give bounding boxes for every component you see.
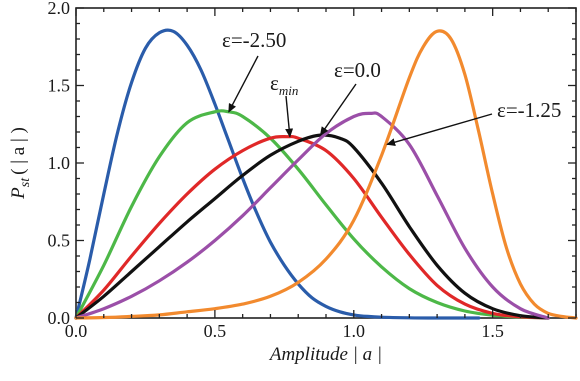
annotation-arrow-0 <box>228 55 259 113</box>
series-line-5 <box>74 29 578 320</box>
y-axis-title-main: P <box>8 187 29 200</box>
series-line-3 <box>74 133 550 320</box>
series-line-1 <box>74 109 550 320</box>
y-tick-label-1: 0.5 <box>48 231 71 251</box>
x-axis-title: Amplitude | a | <box>268 344 382 365</box>
y-tick-label-3: 1.5 <box>48 76 71 96</box>
ticks-layer <box>75 7 577 319</box>
tick-labels-layer: 0.0 0.5 1.0 1.5 0.0 0.5 1.0 1.5 2.0 <box>48 0 504 341</box>
annotation-label-3: ε=-1.25 <box>497 98 561 122</box>
series-line-0 <box>74 28 481 320</box>
x-tick-label-1: 0.5 <box>204 321 227 341</box>
x-tick-label-3: 1.5 <box>481 321 504 341</box>
annotations-layer: ε=-2.50 εmin ε=0.0 ε=-1.25 <box>222 28 561 147</box>
annotation-label-2: ε=0.0 <box>334 58 381 82</box>
annotation-label-0: ε=-2.50 <box>222 28 286 52</box>
annotation-arrow-3 <box>386 113 493 147</box>
annotation-label-1: εmin <box>270 71 298 98</box>
x-tick-label-2: 1.0 <box>343 321 366 341</box>
annotation-arrow-2 <box>319 83 357 136</box>
y-tick-label-4: 2.0 <box>48 0 71 18</box>
curves-layer <box>74 28 578 320</box>
y-tick-label-2: 1.0 <box>48 153 71 173</box>
y-axis-title-rest: ( | a | ) <box>8 127 29 175</box>
annotation-text-2: ε=0.0 <box>334 58 381 82</box>
annotation-text-3: ε=-1.25 <box>497 98 561 122</box>
y-axis-title: Pst ( | a | ) <box>8 127 33 200</box>
annotation-text-0: ε=-2.50 <box>222 28 286 52</box>
annotation-text-1: ε <box>270 71 279 95</box>
series-line-2 <box>74 134 550 320</box>
x-tick-label-0: 0.0 <box>65 321 88 341</box>
y-axis-title-sub: st <box>18 177 33 187</box>
y-tick-label-0: 0.0 <box>48 308 71 328</box>
plot-frame <box>75 7 577 319</box>
annotation-subscript-1: min <box>279 83 299 98</box>
annotation-arrow-1 <box>285 95 294 138</box>
